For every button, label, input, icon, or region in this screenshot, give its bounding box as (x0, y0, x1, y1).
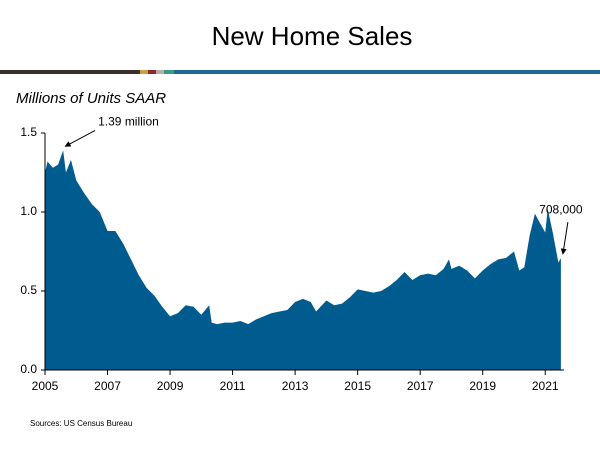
area (45, 150, 561, 370)
annotation: 708,000 (539, 202, 583, 216)
x-tick-label: 2019 (469, 379, 496, 393)
annotation: 1.39 million (98, 115, 159, 129)
x-tick-label: 2009 (157, 379, 184, 393)
y-tick-label: 0.5 (20, 283, 37, 297)
header-rule (174, 70, 600, 74)
x-tick-label: 2007 (94, 379, 121, 393)
x-tick-label: 2017 (407, 379, 434, 393)
header-rule (156, 70, 164, 74)
header-rule (0, 70, 140, 74)
y-tick-label: 1.0 (20, 204, 37, 218)
x-tick-label: 2015 (344, 379, 371, 393)
header-rule (164, 70, 174, 74)
header-rule (140, 70, 148, 74)
x-tick-label: 2011 (220, 379, 246, 393)
y-axis-label: Millions of Units SAAR (16, 90, 166, 107)
x-tick-label: 2013 (282, 379, 309, 393)
annotation-arrow (64, 129, 96, 147)
x-tick-label: 2021 (532, 379, 559, 393)
source-note: Sources: US Census Bureau (30, 419, 132, 428)
chart-title: New Home Sales (212, 21, 413, 51)
y-tick-label: 1.5 (20, 125, 37, 139)
y-tick-label: 0.0 (20, 362, 37, 376)
header-rule (148, 70, 156, 74)
x-tick-label: 2005 (32, 379, 59, 393)
annotation-arrow (560, 222, 569, 255)
